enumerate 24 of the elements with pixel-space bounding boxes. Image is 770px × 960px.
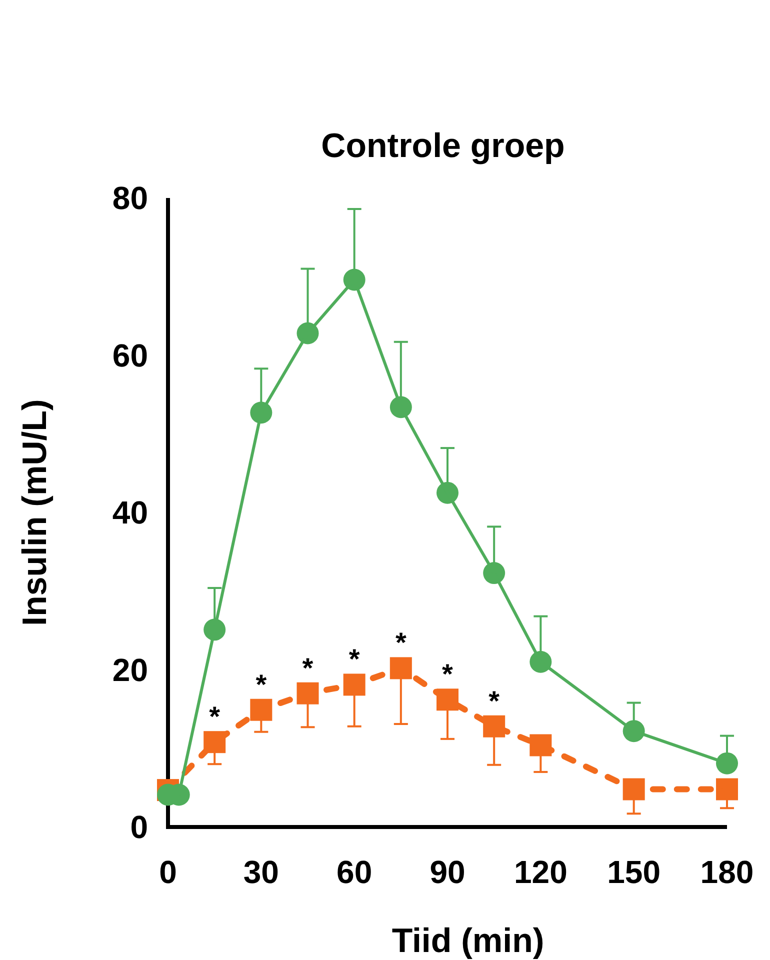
y-tick-label: 40: [112, 494, 148, 531]
annotation: *: [442, 658, 454, 690]
x-tick-label: 60: [336, 854, 372, 890]
y-tick-label: 80: [112, 180, 148, 216]
annotation: *: [488, 685, 500, 716]
y-tick-label: 60: [112, 337, 148, 374]
y-tick-label: 0: [130, 809, 148, 846]
annotation: *: [348, 644, 360, 675]
annotation: *: [395, 627, 406, 658]
chart-title: Controle groep: [321, 127, 565, 165]
x-tick-label: 120: [514, 854, 568, 890]
annotation: *: [302, 652, 314, 684]
x-axis-title: Tiid (min): [392, 922, 544, 960]
x-tick-label: 0: [159, 854, 177, 890]
point: [716, 752, 738, 774]
y-tick-label: 20: [112, 652, 148, 688]
y-axis-title: Insulin (mU/L): [16, 399, 54, 626]
annotation: *: [256, 668, 267, 700]
x-tick-label: 150: [607, 854, 661, 890]
x-tick-label: 90: [430, 854, 466, 890]
annotation: *: [209, 701, 220, 732]
x-tick-label: 180: [700, 854, 754, 890]
point: [716, 778, 738, 800]
x-tick-label: 30: [243, 854, 279, 890]
